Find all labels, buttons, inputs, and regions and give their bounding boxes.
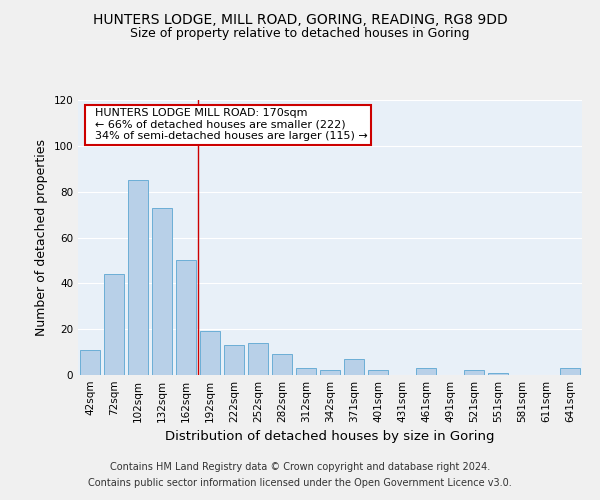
Bar xyxy=(200,332,220,375)
Bar xyxy=(152,208,172,375)
Bar xyxy=(248,343,268,375)
Bar xyxy=(128,180,148,375)
Text: HUNTERS LODGE MILL ROAD: 170sqm
  ← 66% of detached houses are smaller (222)
  3: HUNTERS LODGE MILL ROAD: 170sqm ← 66% of… xyxy=(88,108,368,142)
Bar xyxy=(464,370,484,375)
X-axis label: Distribution of detached houses by size in Goring: Distribution of detached houses by size … xyxy=(165,430,495,444)
Text: Contains public sector information licensed under the Open Government Licence v3: Contains public sector information licen… xyxy=(88,478,512,488)
Bar xyxy=(104,274,124,375)
Y-axis label: Number of detached properties: Number of detached properties xyxy=(35,139,48,336)
Bar xyxy=(416,368,436,375)
Bar xyxy=(320,370,340,375)
Bar xyxy=(176,260,196,375)
Text: Size of property relative to detached houses in Goring: Size of property relative to detached ho… xyxy=(130,28,470,40)
Bar xyxy=(560,368,580,375)
Bar xyxy=(272,354,292,375)
Text: HUNTERS LODGE, MILL ROAD, GORING, READING, RG8 9DD: HUNTERS LODGE, MILL ROAD, GORING, READIN… xyxy=(92,12,508,26)
Bar xyxy=(344,359,364,375)
Text: Contains HM Land Registry data © Crown copyright and database right 2024.: Contains HM Land Registry data © Crown c… xyxy=(110,462,490,472)
Bar xyxy=(296,368,316,375)
Bar xyxy=(368,370,388,375)
Bar xyxy=(224,345,244,375)
Bar xyxy=(80,350,100,375)
Bar xyxy=(488,372,508,375)
